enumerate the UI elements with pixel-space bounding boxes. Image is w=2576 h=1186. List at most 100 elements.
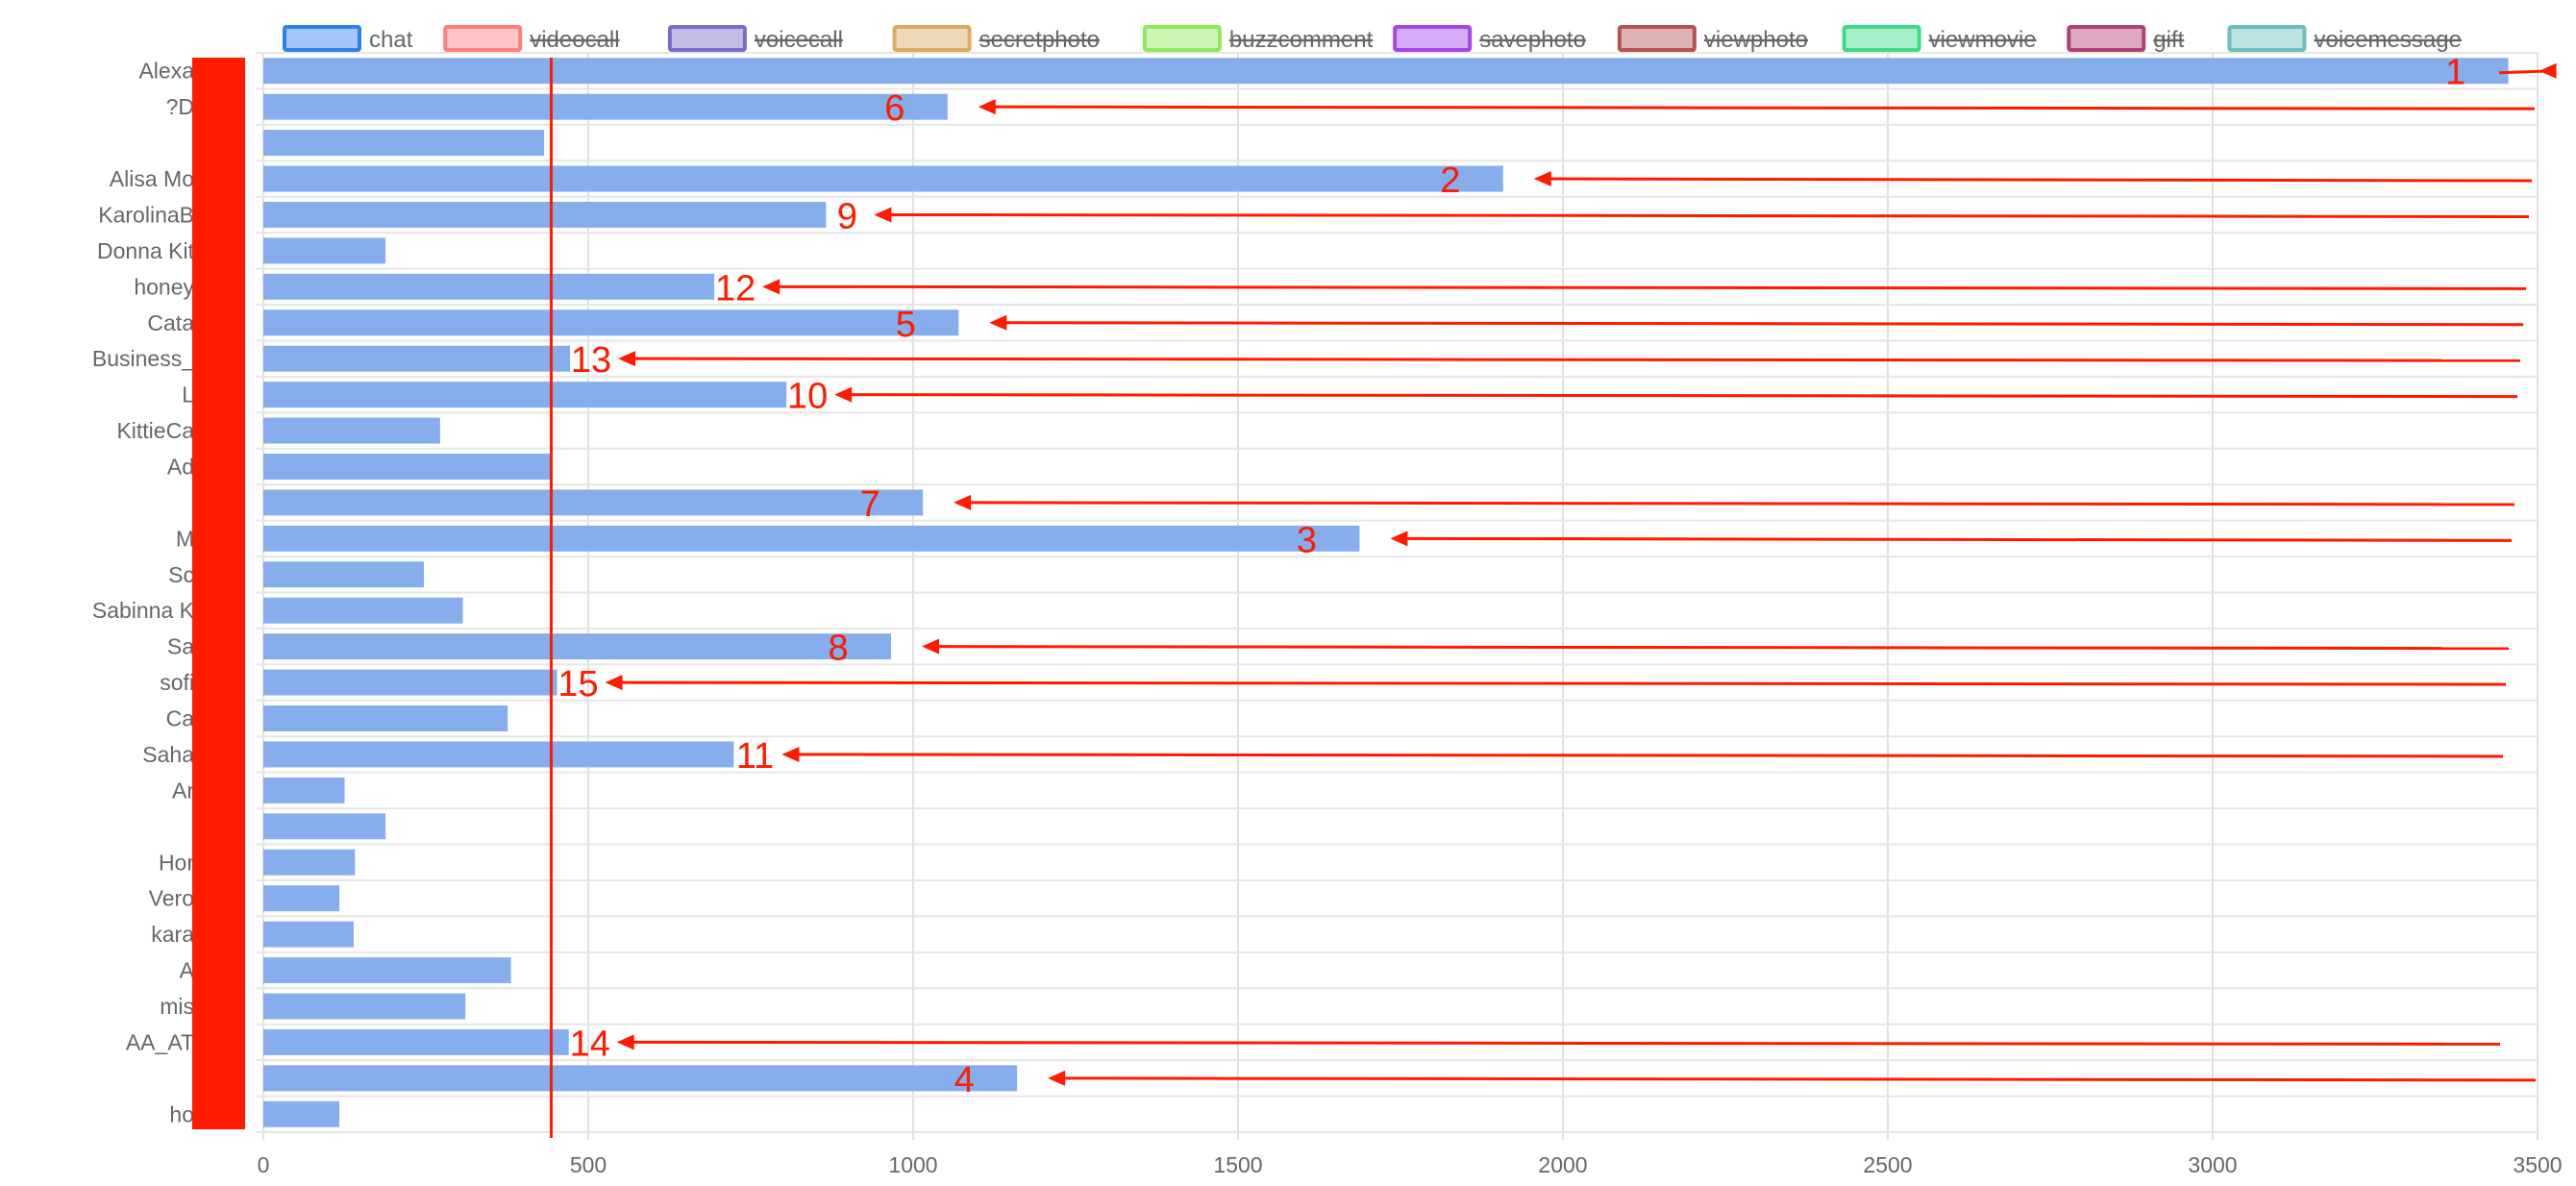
bar-4[interactable] <box>263 201 827 228</box>
bar-12[interactable] <box>263 489 924 516</box>
y-label-17: sofi <box>160 670 194 695</box>
legend-label-9[interactable]: voicemessage <box>2315 27 2462 53</box>
rank-label-14: 14 <box>570 1024 610 1064</box>
x-tick-label-1: 500 <box>570 1152 607 1177</box>
bar-14[interactable] <box>263 561 424 588</box>
legend-swatch-0[interactable] <box>283 25 361 52</box>
bar-15[interactable] <box>263 597 463 624</box>
bar-13[interactable] <box>263 525 1360 552</box>
y-label-16: Sa <box>167 634 194 659</box>
bar-7[interactable] <box>263 309 959 336</box>
arrow-head-14 <box>616 1034 634 1050</box>
chart-grid <box>256 52 2539 1140</box>
legend-swatch-3[interactable] <box>892 25 972 52</box>
y-label-1: ?D <box>166 94 194 119</box>
bar-17[interactable] <box>263 669 557 696</box>
arrow-line-9 <box>887 212 2530 218</box>
legend-label-1[interactable]: videocall <box>530 27 619 53</box>
y-label-15: Sabinna K <box>92 598 195 623</box>
legend-swatch-5[interactable] <box>1393 25 1473 52</box>
rank-label-4: 4 <box>954 1060 975 1100</box>
legend-swatch-7[interactable] <box>1842 25 1921 52</box>
legend-swatch-8[interactable] <box>2067 25 2146 52</box>
rank-label-6: 6 <box>884 88 904 129</box>
legend-label-7[interactable]: viewmovie <box>1929 27 2037 53</box>
arrow-line-6 <box>991 105 2536 111</box>
legend-label-6[interactable]: viewphoto <box>1704 27 1808 53</box>
arrow-head-8 <box>922 638 940 655</box>
arrow-head-12 <box>762 279 780 295</box>
legend-label-5[interactable]: savephoto <box>1479 27 1586 53</box>
bar-25[interactable] <box>263 957 511 984</box>
bar-18[interactable] <box>263 705 508 731</box>
x-tick-label-5: 2500 <box>1863 1152 1912 1177</box>
rank-label-13: 13 <box>571 340 611 381</box>
y-label-11: Ad <box>167 454 194 479</box>
bar-11[interactable] <box>263 454 553 480</box>
x-tick-label-0: 0 <box>258 1152 270 1177</box>
arrow-head-13 <box>618 351 636 367</box>
x-tick-label-4: 2000 <box>1538 1152 1587 1177</box>
legend-swatch-2[interactable] <box>667 25 747 52</box>
bar-6[interactable] <box>263 273 715 300</box>
y-label-26: mis <box>160 994 194 1019</box>
legend-swatch-4[interactable] <box>1142 25 1222 52</box>
bar-20[interactable] <box>263 777 345 803</box>
y-axis-labels: Alexa ?D Alisa Mo KarolinaB Donna Kit honey Ca… <box>92 59 195 1127</box>
legend-label-2[interactable]: voicecall <box>755 27 843 53</box>
bar-1[interactable] <box>263 93 948 120</box>
rank-label-9: 9 <box>837 196 857 236</box>
legend-label-0[interactable]: chat <box>369 27 413 53</box>
arrow-line-2 <box>1547 177 2533 183</box>
arrow-line-7 <box>967 501 2515 507</box>
redaction-block <box>192 58 245 1129</box>
arrow-line-5 <box>1003 321 2524 327</box>
arrow-head-9 <box>874 207 892 223</box>
bar-28[interactable] <box>263 1065 1018 1092</box>
rank-label-12: 12 <box>715 268 755 309</box>
rank-label-1: 1 <box>2445 53 2465 93</box>
redaction-overlay <box>192 58 245 1129</box>
legend-label-8[interactable]: gift <box>2153 27 2184 53</box>
y-label-0: Alexa <box>138 59 194 84</box>
arrow-line-10 <box>848 393 2518 399</box>
bar-10[interactable] <box>263 417 440 444</box>
legend-label-4[interactable]: buzzcomment <box>1229 27 1374 53</box>
bar-19[interactable] <box>263 741 734 768</box>
legend-swatch-1[interactable] <box>443 25 523 52</box>
bar-16[interactable] <box>263 633 892 660</box>
bar-8[interactable] <box>263 345 571 372</box>
arrow-head-11 <box>781 746 800 762</box>
bar-9[interactable] <box>263 382 787 408</box>
bar-27[interactable] <box>263 1028 569 1055</box>
bar-0[interactable] <box>263 58 2509 85</box>
arrow-line-12 <box>776 284 2527 290</box>
legend-swatch-6[interactable] <box>1617 25 1697 52</box>
y-label-9: L <box>182 383 194 408</box>
y-label-19: Saha <box>142 742 194 767</box>
chart-bars[interactable] <box>263 58 2509 1127</box>
legend-label-3[interactable]: secretphoto <box>979 27 1100 53</box>
legend-swatch-9[interactable] <box>2227 25 2307 52</box>
rank-label-5: 5 <box>896 305 916 345</box>
y-label-25: A <box>180 958 195 983</box>
y-label-4: KarolinaB <box>98 202 194 227</box>
x-tick-label-7: 3500 <box>2513 1152 2562 1177</box>
bar-22[interactable] <box>263 849 356 876</box>
bar-21[interactable] <box>263 813 386 840</box>
bar-29[interactable] <box>263 1100 340 1127</box>
chart-legend[interactable]: chat videocall voicecall secretphoto buzzcom… <box>283 25 2462 53</box>
arrow-head-10 <box>834 386 853 403</box>
bar-3[interactable] <box>263 165 1503 192</box>
rank-label-15: 15 <box>557 664 598 704</box>
bar-24[interactable] <box>263 921 354 948</box>
y-label-6: honey <box>134 274 194 299</box>
arrow-head-2 <box>1533 171 1551 187</box>
arrow-line-11 <box>795 753 2504 758</box>
bar-26[interactable] <box>263 993 466 1020</box>
bar-23[interactable] <box>263 885 340 912</box>
bar-5[interactable] <box>263 237 386 264</box>
bar-2[interactable] <box>263 130 545 157</box>
arrow-line-15 <box>618 680 2507 686</box>
